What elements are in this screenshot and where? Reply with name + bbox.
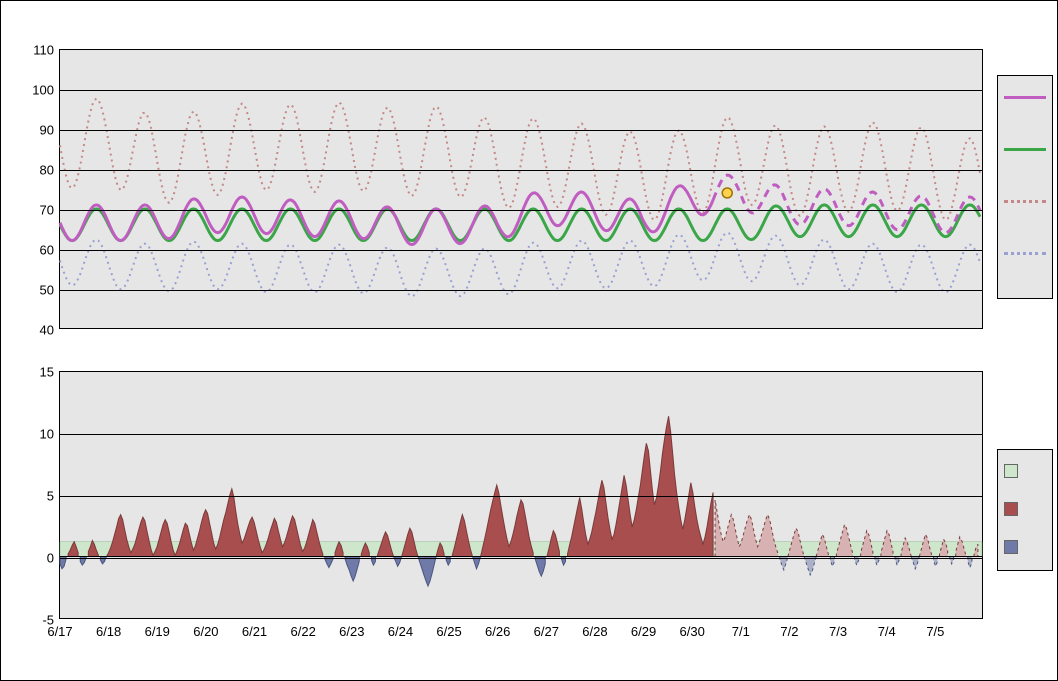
- legend-item: [1004, 240, 1046, 266]
- xtick-label: 7/2: [780, 624, 798, 639]
- xtick-label: 6/25: [436, 624, 461, 639]
- legend-swatch-square: [1004, 540, 1018, 554]
- anom-neg-forecast-area: [804, 557, 816, 575]
- xtick-label: 6/21: [242, 624, 267, 639]
- legend-bottom: [997, 449, 1053, 571]
- xtick-label: 6/19: [145, 624, 170, 639]
- xtick-label: 7/4: [878, 624, 896, 639]
- anom-neg-area: [418, 557, 436, 587]
- legend-item: [1004, 84, 1046, 110]
- legend-item: [1004, 458, 1046, 484]
- gridline-h: [60, 290, 982, 291]
- line-observed: [60, 186, 713, 245]
- xtick-label: 6/23: [339, 624, 364, 639]
- ytick-label: 80: [24, 163, 54, 178]
- ytick-label: 5: [24, 489, 54, 504]
- xtick-label: 6/29: [631, 624, 656, 639]
- anom-pos-area: [452, 515, 472, 557]
- anomaly-series: [60, 372, 982, 618]
- xtick-label: 6/24: [388, 624, 413, 639]
- ytick-label: 100: [24, 83, 54, 98]
- legend-swatch-line: [1004, 200, 1046, 203]
- xtick-label: 7/1: [732, 624, 750, 639]
- gridline-h: [60, 434, 982, 435]
- anom-pos-area: [567, 416, 713, 556]
- ytick-label: 60: [24, 243, 54, 258]
- legend-swatch-square: [1004, 464, 1018, 478]
- legend-top: [997, 75, 1053, 299]
- temperature-panel: 405060708090100110: [59, 49, 983, 329]
- ytick-label: 70: [24, 203, 54, 218]
- temperature-series: [60, 50, 982, 328]
- anom-pos-area: [106, 489, 322, 557]
- xtick-label: 6/26: [485, 624, 510, 639]
- xtick-label: 6/18: [96, 624, 121, 639]
- xtick-label: 6/27: [534, 624, 559, 639]
- anomaly-panel: -50510156/176/186/196/206/216/226/236/24…: [59, 371, 983, 619]
- gridline-h: [60, 250, 982, 251]
- gridline-h: [60, 90, 982, 91]
- xtick-label: 6/30: [680, 624, 705, 639]
- anom-neg-area: [345, 557, 359, 582]
- anom-pos-forecast-area: [715, 500, 778, 557]
- xtick-label: 6/17: [47, 624, 72, 639]
- legend-item: [1004, 534, 1046, 560]
- current-marker-icon: [722, 188, 732, 198]
- ytick-label: 50: [24, 283, 54, 298]
- legend-item: [1004, 188, 1046, 214]
- chart-canvas: 405060708090100110 -50510156/176/186/196…: [0, 0, 1058, 681]
- line-forecast: [713, 175, 980, 233]
- anom-pos-forecast-area: [836, 525, 852, 557]
- xtick-label: 6/28: [582, 624, 607, 639]
- legend-swatch-line: [1004, 96, 1046, 99]
- gridline-h: [60, 558, 982, 559]
- ytick-label: 90: [24, 123, 54, 138]
- legend-swatch-line: [1004, 252, 1046, 255]
- gridline-h: [60, 130, 982, 131]
- line-record-low: [60, 233, 980, 297]
- xtick-label: 7/3: [829, 624, 847, 639]
- legend-swatch-square: [1004, 502, 1018, 516]
- gridline-h: [60, 496, 982, 497]
- ytick-label: 10: [24, 427, 54, 442]
- legend-item: [1004, 496, 1046, 522]
- ytick-label: 15: [24, 365, 54, 380]
- ytick-label: 40: [24, 323, 54, 338]
- anom-neg-area: [535, 557, 545, 577]
- legend-item: [1004, 136, 1046, 162]
- xtick-label: 7/5: [926, 624, 944, 639]
- gridline-h: [60, 170, 982, 171]
- xtick-label: 6/22: [291, 624, 316, 639]
- ytick-label: 110: [24, 43, 54, 58]
- legend-swatch-line: [1004, 148, 1046, 151]
- gridline-h: [60, 210, 982, 211]
- ytick-label: 0: [24, 551, 54, 566]
- xtick-label: 6/20: [193, 624, 218, 639]
